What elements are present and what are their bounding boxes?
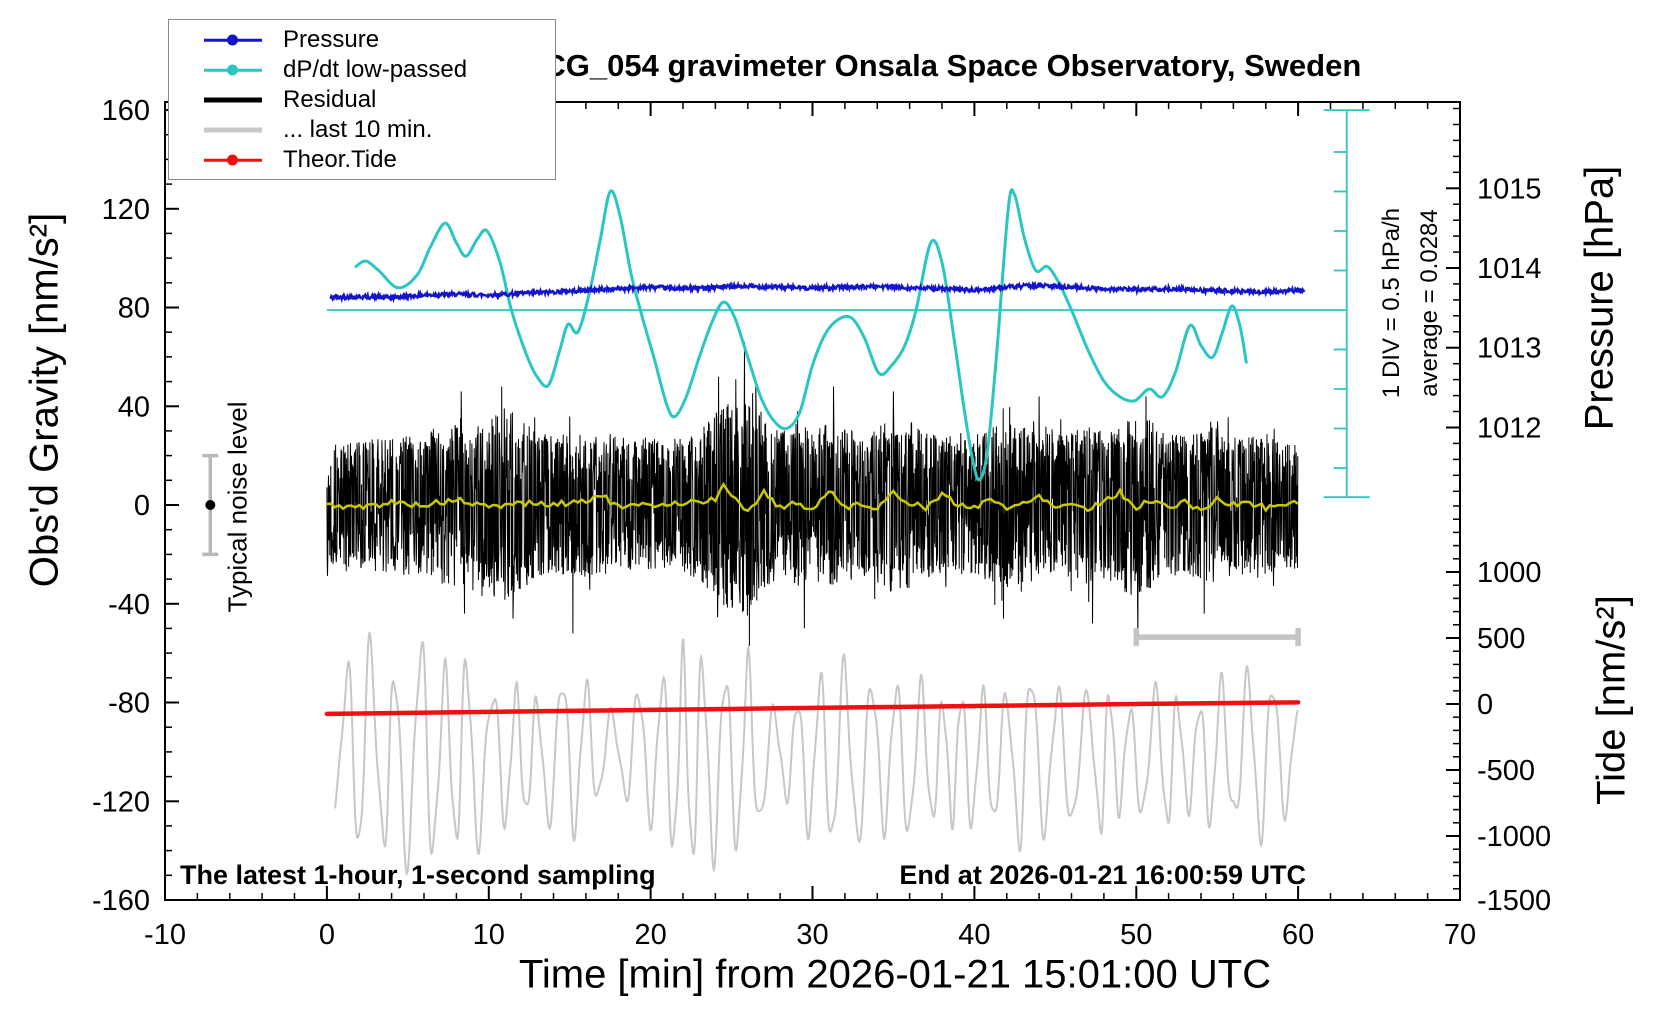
pressure-series <box>329 280 1306 304</box>
x-tick-label: 10 <box>473 919 505 951</box>
noise-level-dot <box>205 500 216 510</box>
pressure-tick-label: 1015 <box>1477 173 1542 205</box>
gravity-tick-label: -40 <box>108 589 150 621</box>
y-axis-label-gravity: Obs'd Gravity [nm/s²] <box>22 212 67 588</box>
theor-tide-series <box>324 700 1301 717</box>
legend-line-residual <box>204 97 262 103</box>
legend-sample-last-10-min <box>169 115 283 145</box>
legend-label-last-10-min: ... last 10 min. <box>283 116 433 143</box>
legend-line-last-10-min <box>204 127 262 133</box>
average-note: average = 0.0284 <box>1416 209 1443 397</box>
gravity-tick-label: 40 <box>118 391 150 423</box>
legend-item-residual: Residual <box>169 85 555 115</box>
end-time-note: End at 2026-01-21 16:00:59 UTC <box>899 860 1306 890</box>
legend-sample-theor-tide <box>169 145 283 175</box>
legend-label-dpdt-low-passed: dP/dt low-passed <box>283 56 468 83</box>
legend-label-pressure: Pressure <box>283 26 380 53</box>
gravity-tick-label: 160 <box>102 95 150 127</box>
gravity-tick-label: -160 <box>92 885 150 917</box>
legend-sample-residual <box>169 85 283 115</box>
x-tick-label: 60 <box>1282 919 1314 951</box>
pressure-tick-label: 1014 <box>1477 253 1542 285</box>
x-tick-label: -10 <box>144 919 186 951</box>
last-10-min-series <box>334 630 1299 877</box>
legend-label-theor-tide: Theor.Tide <box>283 146 397 173</box>
tide-tick-label: 500 <box>1477 623 1525 655</box>
x-tick-label: 40 <box>958 919 990 951</box>
gravity-tick-label: 120 <box>102 194 150 226</box>
y-axis-label-tide: Tide [nm/s²] <box>1589 595 1634 805</box>
tide-tick-label: 1000 <box>1477 557 1542 589</box>
legend-dot-theor-tide <box>227 154 238 166</box>
dpdt-series <box>354 188 1248 482</box>
noise-level-label: Typical noise level <box>222 401 253 613</box>
tide-tick-label: -500 <box>1477 755 1535 787</box>
x-tick-label: 50 <box>1120 919 1152 951</box>
legend-item-pressure: Pressure <box>169 25 555 55</box>
legend-dot-pressure <box>227 34 238 46</box>
legend: Pressure dP/dt low-passed Residual ... last… <box>168 19 556 180</box>
chart-title: SCG_054 gravimeter Onsala Space Observat… <box>522 48 1362 83</box>
legend-items: Pressure dP/dt low-passed Residual ... last… <box>169 25 555 175</box>
x-axis-label: Time [min] from 2026-01-21 15:01:00 UTC <box>518 952 1272 997</box>
pressure-tick-label: 1012 <box>1477 413 1542 445</box>
x-tick-label: 0 <box>319 919 335 951</box>
legend-item-dpdt-low-passed: dP/dt low-passed <box>169 55 555 85</box>
gravity-tick-label: 0 <box>134 490 150 522</box>
x-tick-label: 70 <box>1444 919 1476 951</box>
legend-sample-dpdt-low-passed <box>169 55 283 85</box>
legend-item-last-10-min: ... last 10 min. <box>169 115 555 145</box>
residual-series <box>326 342 1299 646</box>
pressure-tick-label: 1013 <box>1477 333 1542 365</box>
div-scale-note: 1 DIV = 0.5 hPa/h <box>1378 207 1405 399</box>
gravity-tick-label: -120 <box>92 786 150 818</box>
x-tick-label: 30 <box>796 919 828 951</box>
gravity-tick-label: -80 <box>108 688 150 720</box>
tide-tick-label: -1000 <box>1477 821 1551 853</box>
gravity-tick-label: 80 <box>118 293 150 325</box>
legend-label-residual: Residual <box>283 86 377 113</box>
sampling-note: The latest 1-hour, 1-second sampling <box>180 860 656 890</box>
residual-smoothed-series <box>326 481 1299 513</box>
tide-tick-label: 0 <box>1477 689 1493 721</box>
legend-item-theor-tide: Theor.Tide <box>169 145 555 175</box>
tide-tick-label: -1500 <box>1477 885 1551 917</box>
legend-dot-dpdt-low-passed <box>227 64 238 76</box>
y-axis-label-pressure: Pressure [hPa] <box>1577 165 1622 431</box>
x-tick-label: 20 <box>634 919 666 951</box>
legend-sample-pressure <box>169 25 283 55</box>
